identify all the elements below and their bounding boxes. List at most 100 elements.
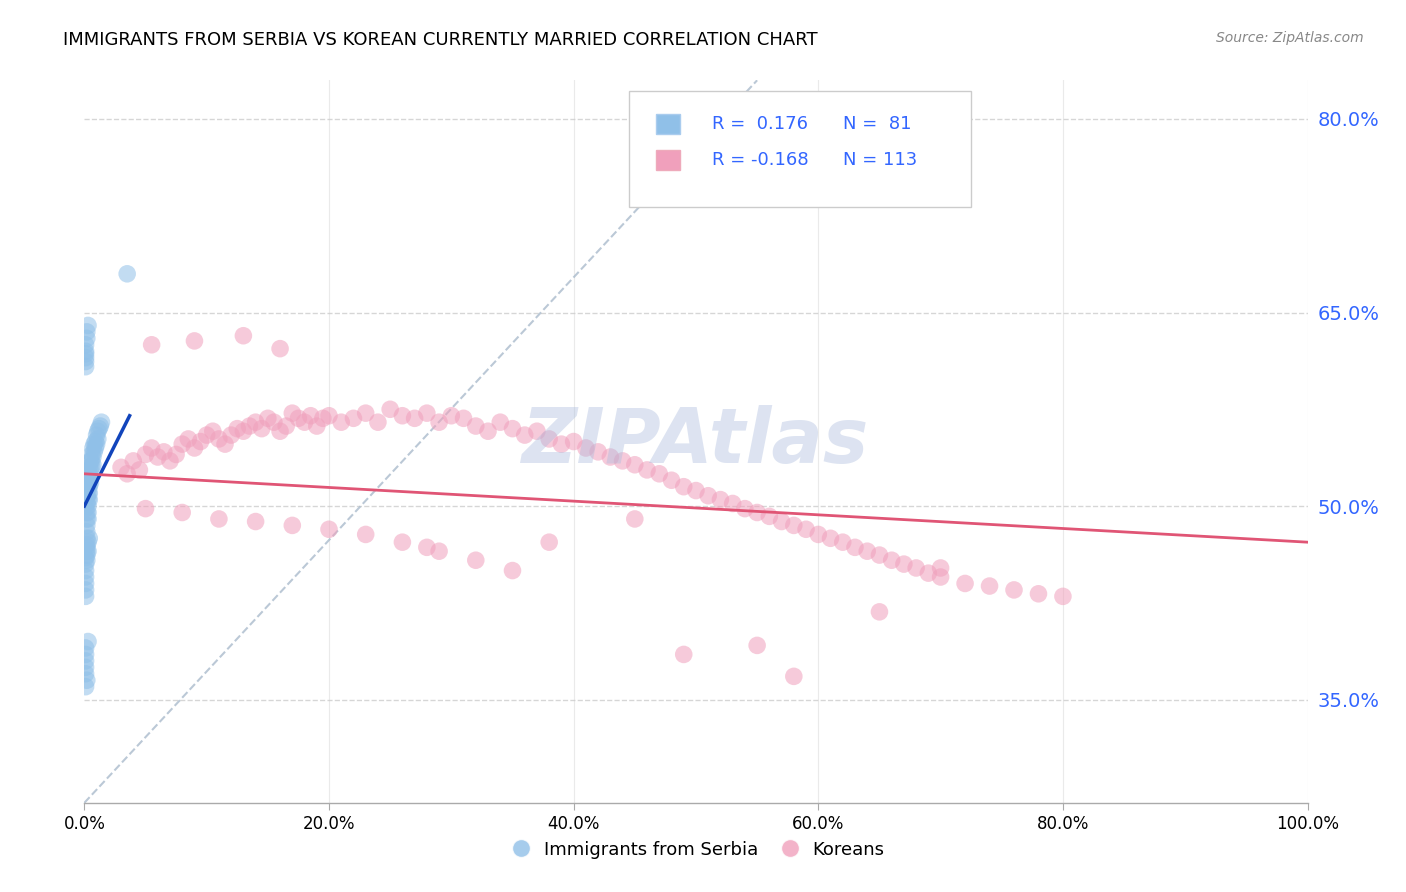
Point: [526, 424, 548, 438]
Point: [232, 328, 254, 343]
FancyBboxPatch shape: [628, 91, 972, 207]
Point: [330, 415, 353, 429]
Point: [312, 411, 335, 425]
Point: [76, 541, 98, 555]
Point: [783, 669, 806, 683]
Point: [77, 486, 100, 500]
Point: [77, 473, 100, 487]
Point: [80, 460, 103, 475]
Point: [820, 531, 842, 545]
Point: [83, 445, 105, 459]
Point: [453, 411, 475, 425]
Point: [562, 434, 585, 449]
Point: [844, 541, 866, 555]
Point: [929, 570, 952, 584]
Point: [87, 422, 110, 436]
Point: [305, 419, 328, 434]
Point: [342, 411, 364, 425]
Point: [84, 441, 107, 455]
Point: [76, 489, 98, 503]
Point: [250, 422, 273, 436]
Point: [201, 424, 224, 438]
Point: [75, 550, 97, 565]
Point: [747, 639, 769, 653]
Point: [318, 409, 340, 423]
Point: [979, 579, 1001, 593]
Point: [599, 450, 621, 464]
Point: [624, 512, 647, 526]
Point: [770, 515, 793, 529]
Point: [709, 492, 731, 507]
Point: [77, 512, 100, 526]
Point: [226, 422, 249, 436]
Point: [807, 527, 830, 541]
Point: [115, 467, 138, 481]
Point: [208, 432, 231, 446]
Point: [75, 660, 97, 674]
Point: [82, 450, 104, 464]
Point: [294, 415, 316, 429]
Point: [917, 566, 939, 581]
Point: [75, 501, 97, 516]
Point: [87, 432, 110, 446]
Point: [391, 535, 413, 549]
Point: [648, 467, 671, 481]
Point: [77, 480, 100, 494]
Point: [75, 666, 97, 681]
FancyBboxPatch shape: [655, 113, 679, 134]
Point: [128, 463, 150, 477]
Point: [575, 441, 598, 455]
Text: R = -0.168: R = -0.168: [711, 151, 808, 169]
Point: [75, 557, 97, 571]
Point: [893, 557, 915, 571]
Point: [75, 486, 97, 500]
Point: [869, 548, 891, 562]
Point: [287, 411, 309, 425]
Point: [75, 564, 97, 578]
Point: [672, 648, 695, 662]
Point: [77, 544, 100, 558]
Point: [299, 409, 322, 423]
Point: [141, 338, 163, 352]
Point: [77, 486, 100, 500]
Point: [238, 419, 260, 434]
Point: [77, 318, 100, 333]
Point: [86, 437, 108, 451]
Point: [82, 441, 104, 455]
Point: [477, 424, 499, 438]
Point: [77, 467, 100, 481]
Point: [416, 406, 439, 420]
Point: [734, 501, 756, 516]
Point: [77, 492, 100, 507]
Point: [79, 475, 101, 490]
Point: [84, 434, 107, 449]
Point: [636, 463, 658, 477]
Point: [75, 347, 97, 361]
Point: [953, 576, 976, 591]
Point: [269, 342, 291, 356]
Point: [135, 501, 157, 516]
Point: [177, 432, 200, 446]
Text: Source: ZipAtlas.com: Source: ZipAtlas.com: [1216, 31, 1364, 45]
Point: [75, 338, 97, 352]
Point: [281, 406, 304, 420]
Point: [624, 458, 647, 472]
Point: [76, 506, 98, 520]
Point: [77, 535, 100, 549]
Point: [427, 415, 450, 429]
Point: [75, 570, 97, 584]
Point: [89, 419, 111, 434]
Point: [550, 437, 572, 451]
Point: [165, 447, 187, 461]
Point: [831, 535, 853, 549]
Point: [159, 454, 181, 468]
Point: [77, 473, 100, 487]
Point: [232, 424, 254, 438]
Point: [76, 553, 98, 567]
Text: ZIPAtlas: ZIPAtlas: [522, 405, 870, 478]
Point: [245, 515, 267, 529]
Point: [172, 437, 194, 451]
Point: [76, 524, 98, 539]
Point: [75, 359, 97, 374]
Point: [538, 535, 561, 549]
